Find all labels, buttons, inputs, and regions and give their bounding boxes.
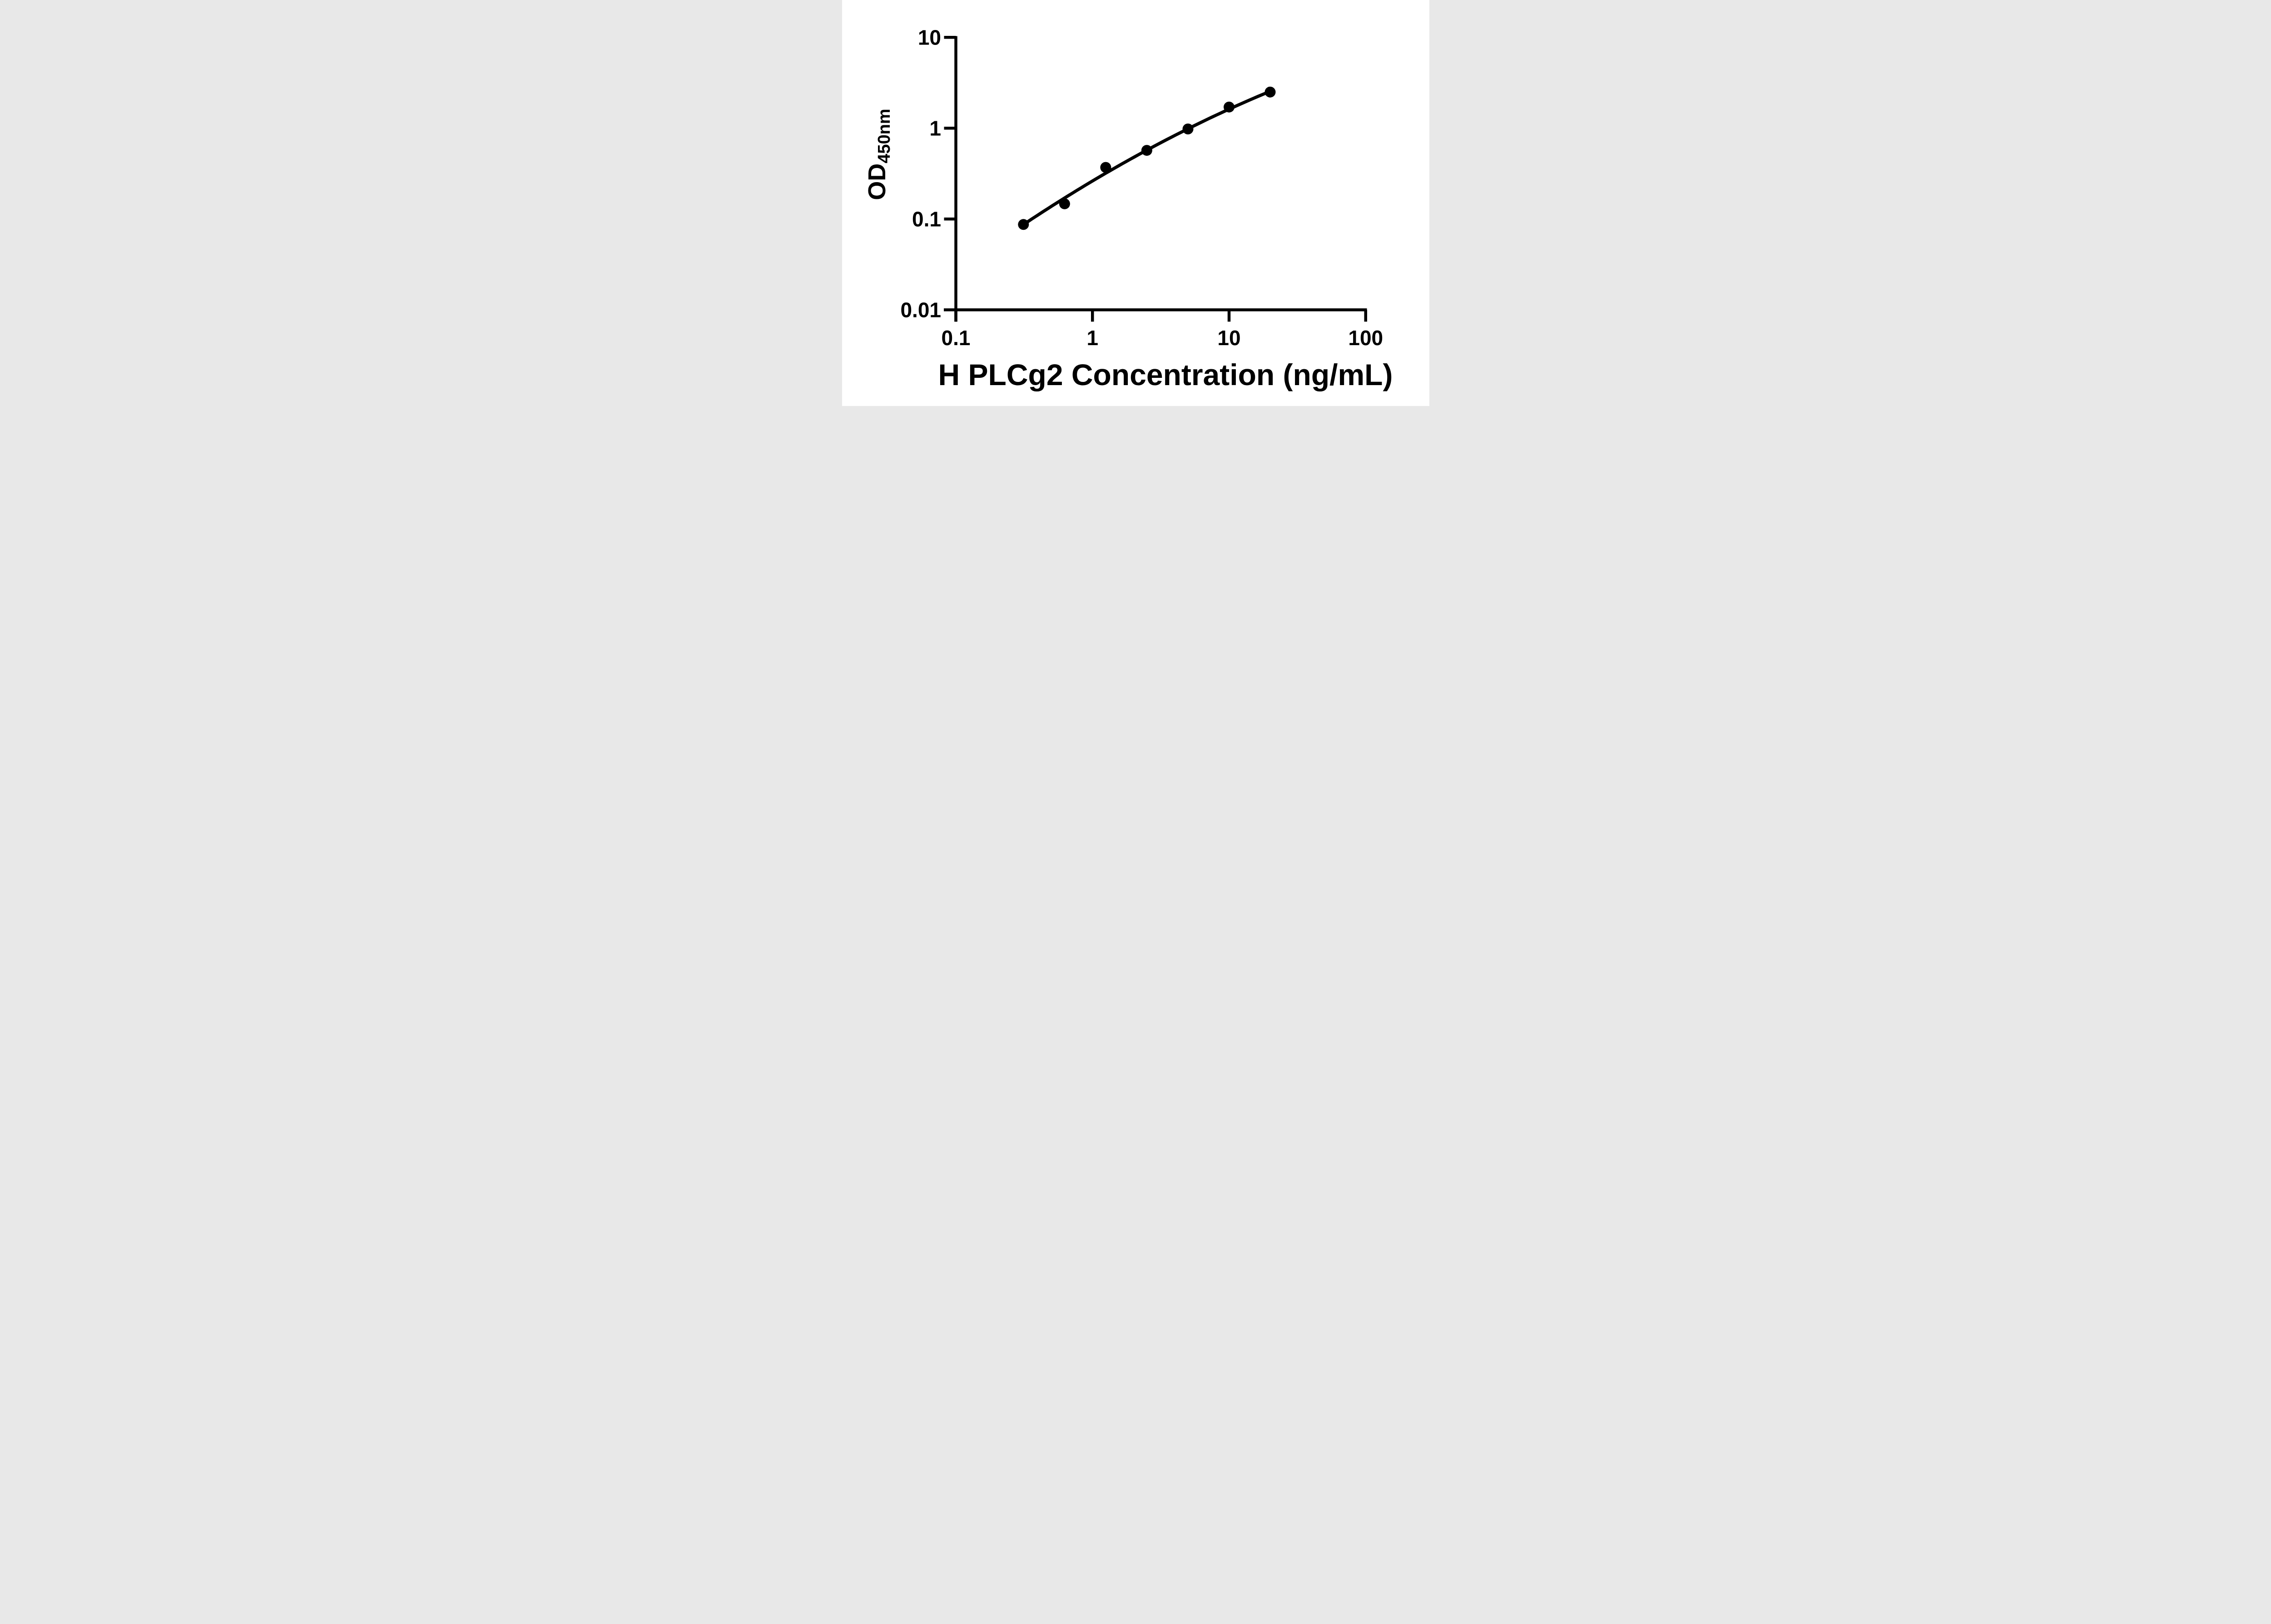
y-tick-label: 10: [917, 25, 941, 49]
x-tick-label: 10: [1217, 326, 1240, 350]
data-point: [1223, 101, 1235, 113]
y-tick-label: 0.1: [912, 207, 941, 231]
y-axis-title: OD450nm: [863, 109, 894, 200]
plot-layer: [1017, 86, 1275, 230]
data-point: [1017, 219, 1029, 230]
y-axis-title-subscript: 450nm: [875, 109, 894, 163]
data-point: [1100, 162, 1111, 173]
axes-layer: [943, 36, 1367, 322]
x-tick-label: 100: [1348, 326, 1383, 350]
data-point: [1182, 124, 1193, 134]
y-axis-title-main: OD: [863, 163, 891, 200]
data-point: [1141, 145, 1152, 156]
x-axis-title: H PLCg2 Concentration (ng/mL): [938, 358, 1393, 391]
tick-layer: [944, 36, 1367, 322]
elisa-standard-curve-figure: 10 1 0.1 0.01 0.1 1 10 100 H PLCg2 Concentratio…: [842, 0, 1429, 406]
y-tick-label: 1: [929, 116, 941, 140]
data-point: [1059, 198, 1070, 209]
y-tick-label: 0.01: [900, 298, 941, 322]
x-tick-label: 0.1: [941, 326, 970, 350]
x-tick-label: 1: [1086, 326, 1098, 350]
data-point: [1264, 86, 1275, 98]
